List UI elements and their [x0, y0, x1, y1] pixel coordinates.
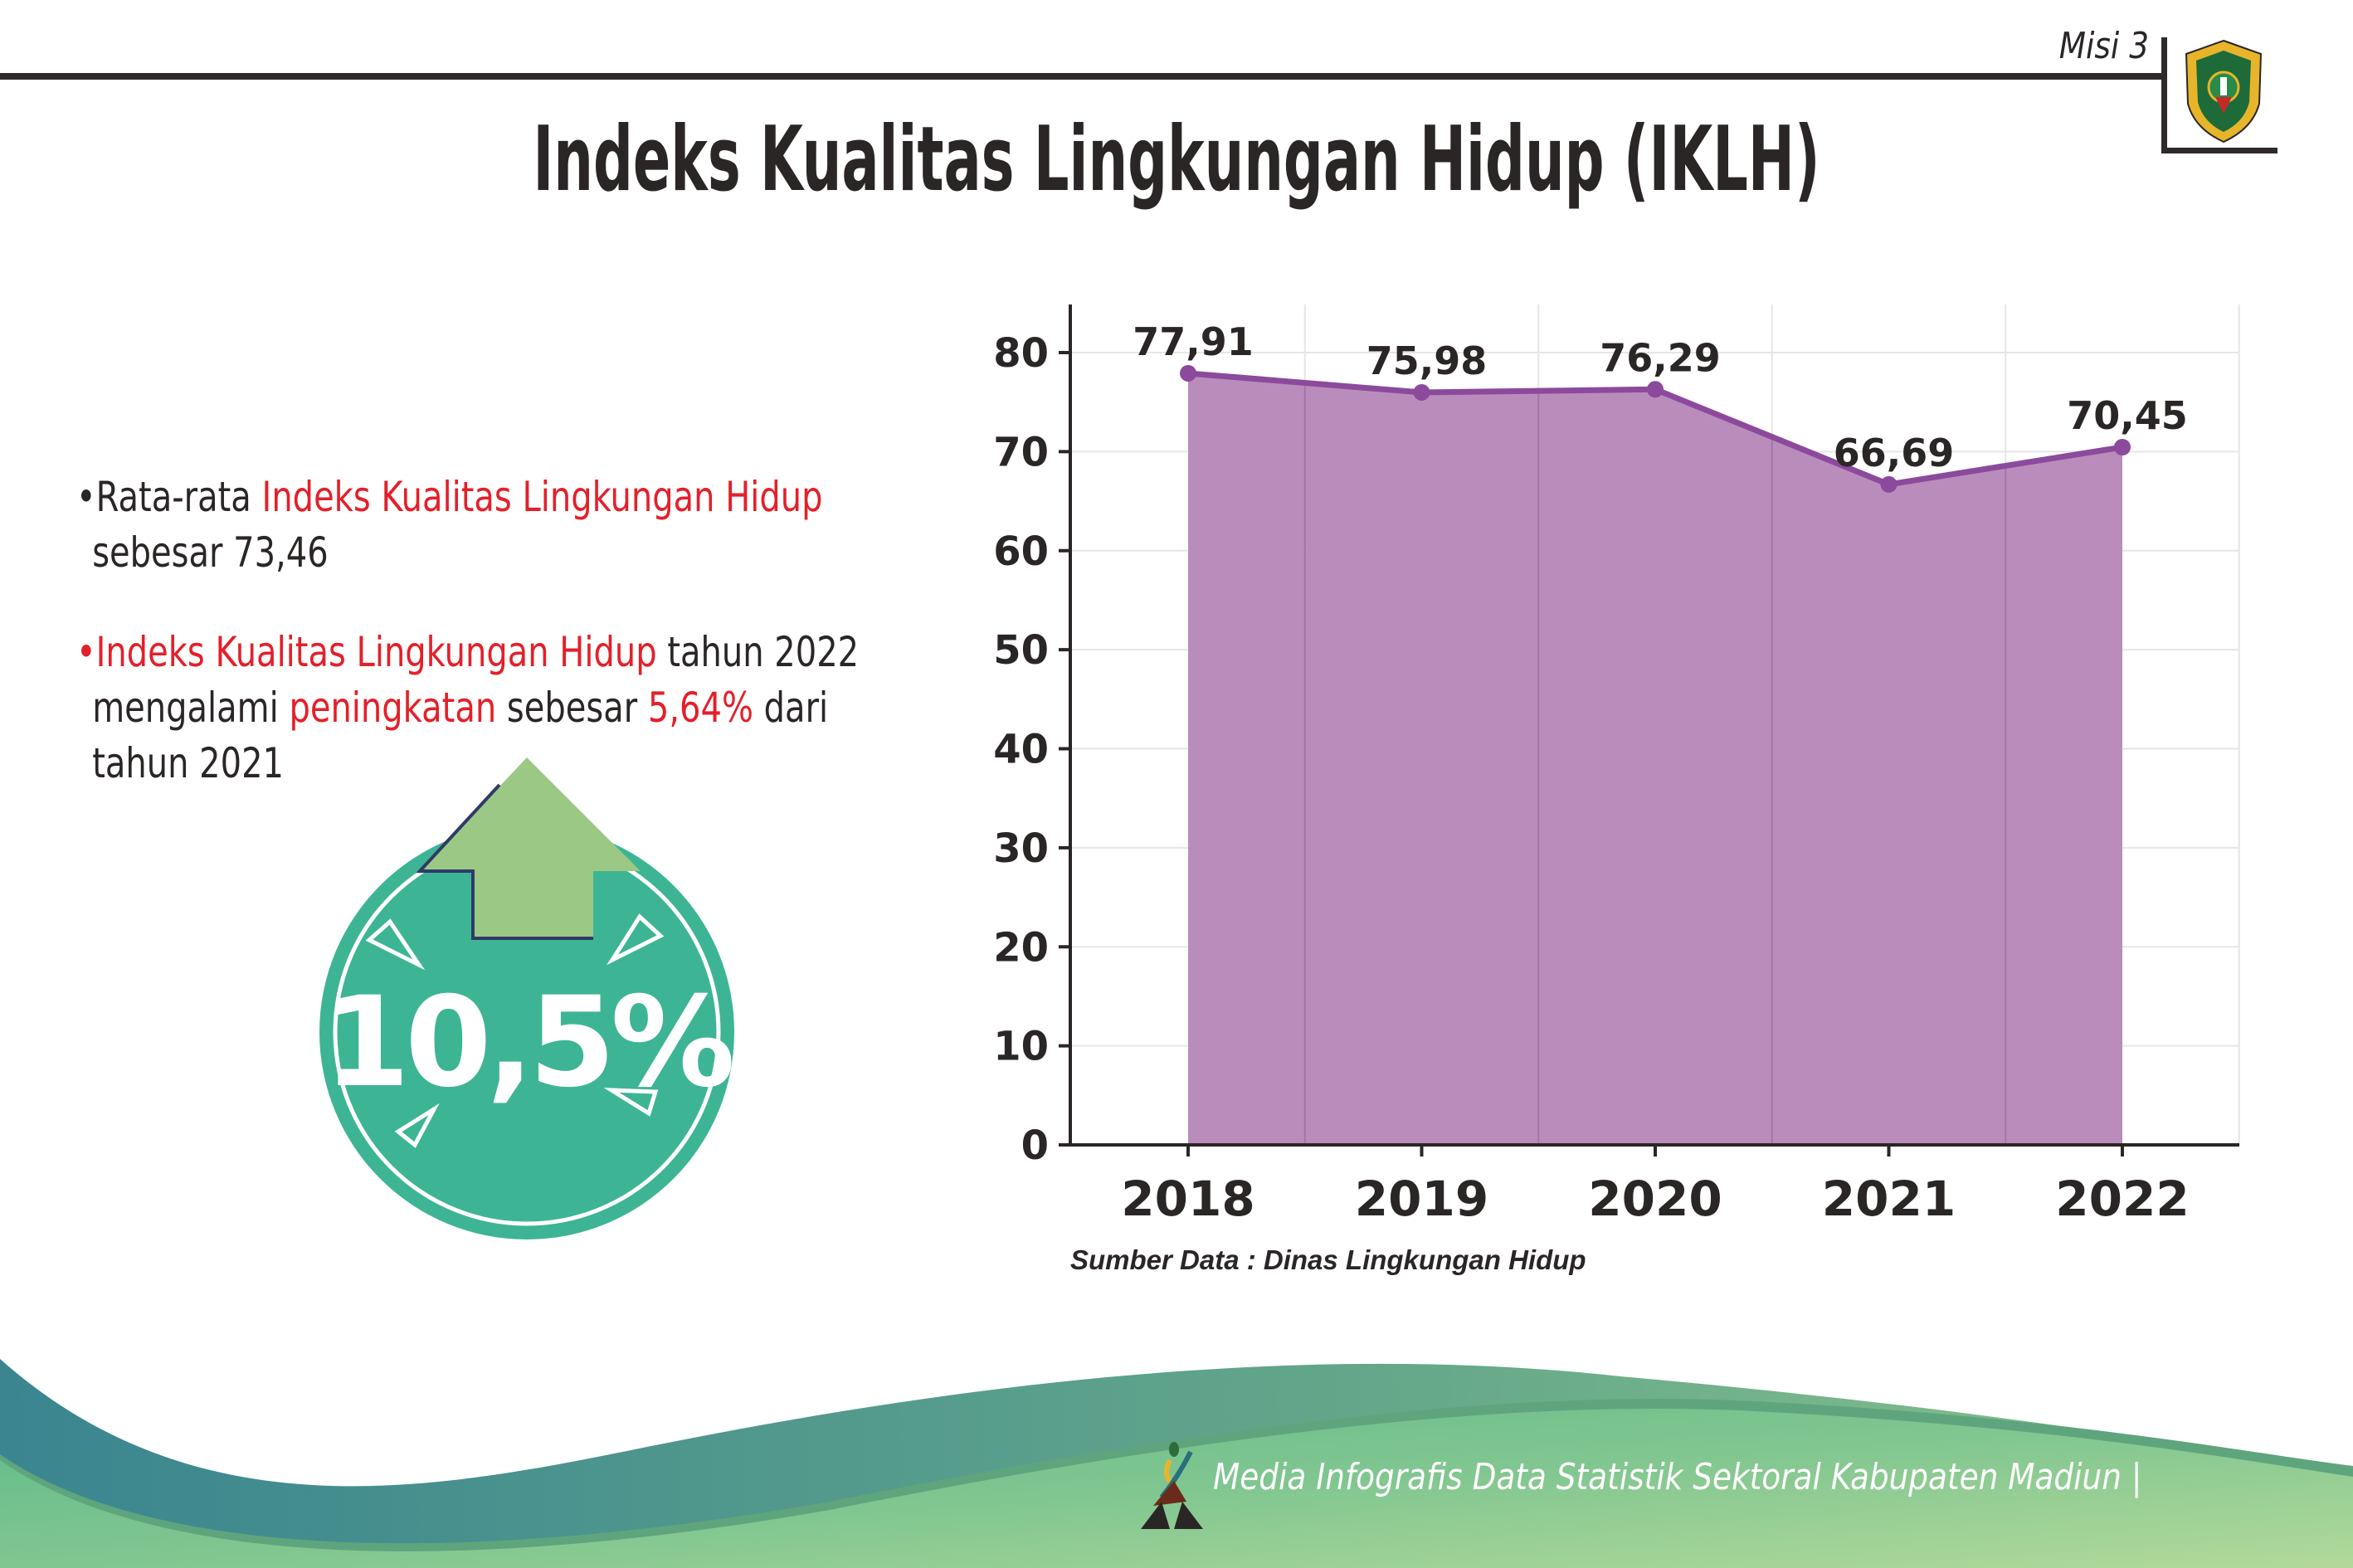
- logo-bracket: [2161, 37, 2167, 153]
- kabupaten-madiun-logo: [2185, 39, 2263, 144]
- data-point: [2114, 439, 2131, 456]
- iklh-area-chart: 0 10 20 30 40 50 60 70 80 77,91 2018 75,98 2019 76,29…: [993, 304, 2240, 1227]
- text: •Rata-rata: [76, 473, 262, 521]
- y-tick-label: 50: [993, 627, 1049, 674]
- y-tick-label: 40: [993, 727, 1049, 773]
- text: dari: [753, 684, 829, 732]
- sparkle-triangles-icon: [365, 913, 665, 1148]
- data-label: 75,98: [1366, 338, 1488, 383]
- data-label: 66,69: [1834, 431, 1955, 475]
- data-label: 77,91: [1133, 319, 1254, 364]
- text: tahun 2021: [92, 739, 284, 787]
- section-label: Misi 3: [2058, 25, 2149, 67]
- data-point: [1880, 475, 1898, 493]
- text: sebesar: [496, 684, 648, 732]
- data-point: [1647, 381, 1664, 398]
- x-tick-label: 2021: [1822, 1171, 1956, 1227]
- x-tick-label: 2020: [1588, 1171, 1722, 1227]
- text: tahun 2022: [656, 628, 860, 676]
- data-point: [1413, 383, 1430, 401]
- page-title: Indeks Kualitas Lingkungan Hidup (IKLH): [0, 108, 2353, 212]
- data-label: 70,45: [2067, 393, 2188, 438]
- data-point: [1180, 364, 1196, 382]
- highlight-text: 5,64%: [647, 684, 753, 732]
- highlight-text: Indeks Kualitas Lingkungan Hidup: [261, 473, 823, 521]
- y-tick-label: 80: [993, 330, 1049, 377]
- y-tick-label: 60: [993, 528, 1049, 575]
- text: mengalami: [92, 684, 290, 732]
- header-rule: [0, 73, 2163, 80]
- x-tick-label: 2018: [1121, 1171, 1254, 1227]
- growth-badge: [319, 757, 734, 1239]
- data-label: 76,29: [1600, 335, 1721, 380]
- highlight-text: peningkatan: [289, 684, 497, 732]
- y-tick-label: 30: [993, 825, 1049, 872]
- highlight-text: •Indeks Kualitas Lingkungan Hidup: [76, 628, 657, 676]
- page-title-text: Indeks Kualitas Lingkungan Hidup (IKLH): [533, 108, 1820, 212]
- summary-bullet-change: •Indeks Kualitas Lingkungan Hidup tahun …: [76, 625, 859, 791]
- text: sebesar 73,46: [92, 528, 329, 577]
- x-tick-label: 2022: [2055, 1171, 2189, 1227]
- growth-value: 10,5%: [323, 971, 735, 1115]
- y-tick-label: 20: [993, 924, 1049, 971]
- data-source: Sumber Data : Dinas Lingkungan Hidup: [1070, 1244, 1586, 1275]
- y-tick-label: 70: [993, 429, 1049, 475]
- summary-bullet-average: •Rata-rata Indeks Kualitas Lingkungan Hi…: [76, 470, 823, 581]
- series-area: [1188, 373, 2122, 1146]
- x-tick-label: 2019: [1355, 1171, 1488, 1227]
- y-tick-label: 0: [1021, 1122, 1049, 1169]
- y-tick-label: 10: [993, 1024, 1049, 1070]
- statistik-sektoral-logo: [1141, 1442, 1203, 1529]
- footer-tagline: Media Infografis Data Statistik Sektoral…: [1213, 1456, 2142, 1498]
- logo-bracket: [2161, 148, 2277, 153]
- arrow-up-icon: [416, 757, 641, 940]
